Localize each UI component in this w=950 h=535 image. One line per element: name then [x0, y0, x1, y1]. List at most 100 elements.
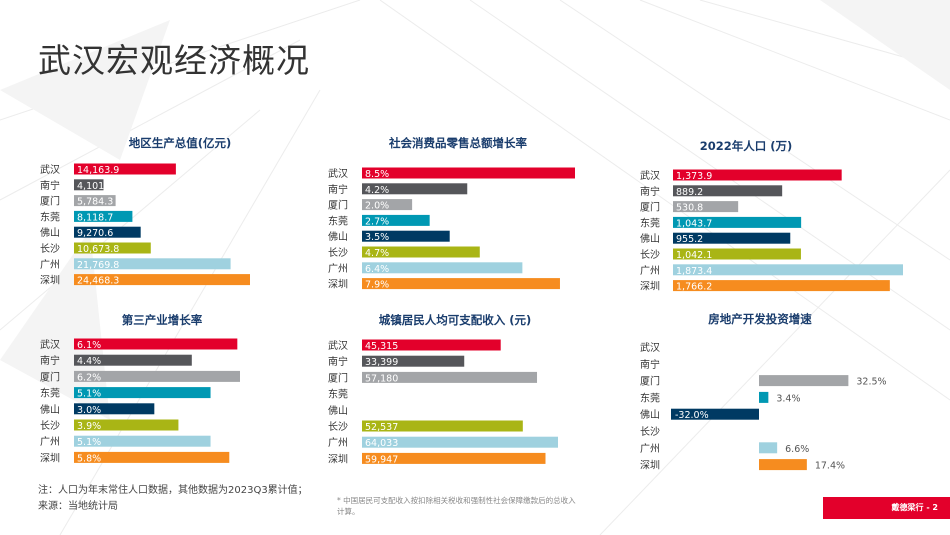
data-label: 3.5% [365, 232, 389, 243]
data-label: 10,673.8 [77, 244, 119, 255]
category-label: 广州 [40, 436, 60, 448]
category-label: 深圳 [40, 452, 60, 464]
category-label: 深圳 [640, 281, 660, 293]
footer-page-label: 戴德梁行 - 2 [891, 503, 938, 512]
category-label: 佛山 [40, 226, 60, 239]
category-label: 广州 [640, 265, 660, 277]
bar [362, 183, 468, 195]
bar [759, 442, 778, 454]
data-label: 9,270.6 [77, 228, 113, 239]
data-label: 5.8% [77, 453, 101, 464]
category-label: 武汉 [40, 163, 60, 176]
category-label: 厦门 [40, 195, 60, 208]
chart-title: 城镇居民人均可支配收入 (元) [379, 313, 532, 327]
data-label: 2.7% [365, 216, 389, 227]
data-label: 6.2% [77, 372, 101, 383]
category-label: 广州 [640, 443, 660, 455]
data-label: 1,766.2 [676, 282, 712, 293]
chart-title: 房地产开发投资增速 [708, 312, 812, 326]
data-label: 1,873.4 [676, 266, 712, 277]
chart-title: 社会消费品零售总额增长率 [388, 136, 527, 150]
data-label: 5,784.3 [77, 197, 113, 208]
bar [74, 419, 179, 431]
category-label: 武汉 [40, 338, 60, 351]
category-label: 长沙 [40, 243, 60, 255]
category-label: 厦门 [640, 375, 660, 388]
category-label: 武汉 [640, 341, 660, 354]
bar [362, 167, 575, 179]
category-label: 长沙 [640, 426, 660, 438]
page-title: 武汉宏观经济概况 [38, 41, 310, 80]
category-label: 武汉 [328, 167, 348, 180]
data-label: 955.2 [676, 234, 703, 245]
bar [74, 403, 155, 415]
data-label: 4,101 [77, 181, 104, 192]
data-label: 8,118.7 [77, 212, 113, 223]
bar [673, 264, 903, 276]
data-label: 7.9% [365, 280, 389, 291]
data-label: 33,399 [365, 357, 398, 368]
bar [74, 258, 231, 270]
category-label: 长沙 [328, 421, 348, 433]
category-label: 东莞 [328, 388, 348, 401]
chart-5: 城镇居民人均可支配收入 (元) 武汉 45,315 南宁 33,399 厦门 57,180 东… [328, 313, 558, 465]
data-label: 5.1% [77, 389, 101, 400]
category-label: 厦门 [40, 370, 60, 383]
data-label: 8.5% [365, 169, 389, 180]
bar [673, 169, 842, 181]
category-label: 长沙 [640, 249, 660, 261]
chart-title: 2022年人口 (万) [700, 139, 793, 153]
chart-1: 地区生产总值(亿元) 武汉 14,163.9 南宁 4,101 厦门 5,784.3 东莞 8,… [40, 136, 250, 287]
category-label: 深圳 [328, 279, 348, 291]
category-label: 南宁 [328, 183, 348, 196]
category-label: 厦门 [328, 199, 348, 212]
chart-title: 地区生产总值(亿元) [129, 136, 232, 150]
data-label: 4.4% [77, 356, 101, 367]
category-label: 长沙 [328, 247, 348, 259]
data-label: 64,033 [365, 438, 398, 449]
bar [673, 201, 739, 213]
footer-bar: 戴德梁行 - 2 [823, 497, 950, 519]
bar [362, 371, 538, 383]
bar [673, 232, 791, 244]
data-label: 57,180 [365, 373, 398, 384]
bar [74, 354, 192, 366]
category-label: 长沙 [40, 420, 60, 432]
category-label: 南宁 [328, 355, 348, 368]
bar [673, 248, 801, 260]
bar [74, 451, 230, 463]
bar [362, 339, 501, 351]
data-label: -32.0% [675, 410, 709, 421]
bar [362, 278, 560, 290]
category-label: 佛山 [640, 408, 660, 421]
bar [362, 452, 546, 464]
data-label: 530.8 [676, 203, 703, 214]
data-label: 4.2% [365, 185, 389, 196]
category-label: 武汉 [328, 339, 348, 352]
category-label: 佛山 [328, 230, 348, 243]
category-label: 东莞 [40, 387, 60, 400]
bar [759, 459, 807, 471]
category-label: 深圳 [40, 275, 60, 287]
data-label: 17.4% [815, 461, 845, 472]
bar [74, 163, 176, 175]
bar [74, 210, 133, 222]
category-label: 佛山 [40, 403, 60, 416]
data-label: 5.1% [77, 437, 101, 448]
data-label: 2.0% [365, 201, 389, 212]
category-label: 南宁 [640, 185, 660, 198]
data-label: 32.5% [856, 377, 886, 388]
data-label: 52,537 [365, 422, 398, 433]
note-line-1: 注：人口为年末常住人口数据，其他数据为2023Q3累计值； [38, 485, 308, 496]
bar [74, 338, 238, 350]
category-label: 南宁 [640, 358, 660, 371]
bar [362, 355, 465, 367]
data-label: 3.9% [77, 421, 101, 432]
bar [673, 280, 890, 292]
data-label: 45,315 [365, 341, 398, 352]
category-label: 深圳 [640, 460, 660, 472]
category-label: 东莞 [640, 216, 660, 229]
bar [362, 230, 450, 242]
